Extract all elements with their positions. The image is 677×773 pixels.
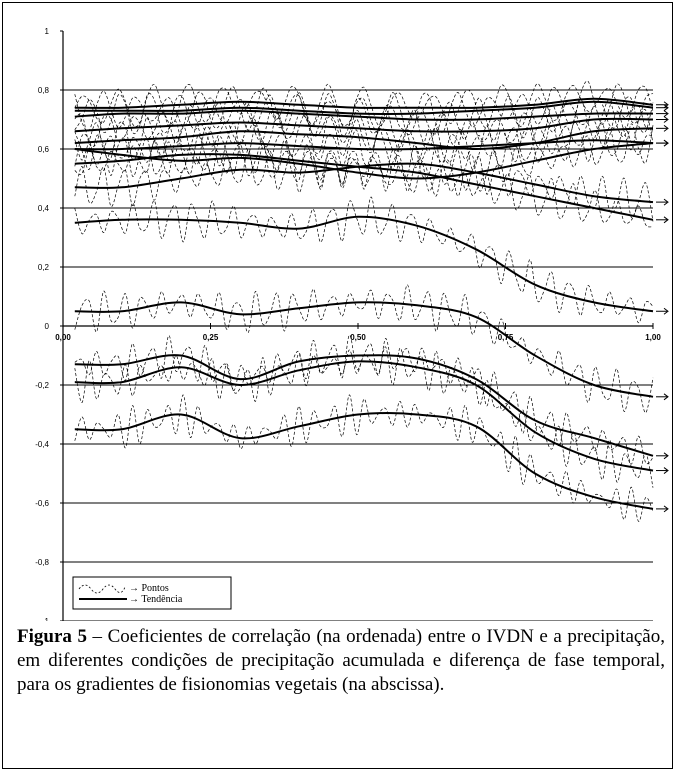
y-tick-label: -0,4 xyxy=(35,440,49,449)
figure-caption: Figura 5 – Coeficientes de correlação (n… xyxy=(17,625,665,697)
trend-series-line xyxy=(74,162,654,204)
series-end-arrowhead xyxy=(663,393,669,401)
trend-series-line xyxy=(74,100,654,115)
trend-series-line xyxy=(74,127,654,151)
series-end-arrowhead xyxy=(663,104,669,112)
trend-series-line xyxy=(74,109,654,121)
y-tick-label: 0,4 xyxy=(38,204,50,213)
trend-series-line xyxy=(74,142,654,180)
y-tick-label: 0,6 xyxy=(38,145,50,154)
trend-series-line xyxy=(74,360,654,472)
x-tick-label: 0,50 xyxy=(350,333,366,342)
points-series-line xyxy=(74,346,654,488)
legend-frame xyxy=(72,576,232,610)
points-series-line xyxy=(74,80,654,135)
y-tick-label: -0,2 xyxy=(35,381,49,390)
trend-series-line xyxy=(74,117,654,133)
caption-text: – Coeficientes de correlação (na ordenad… xyxy=(17,626,665,695)
trend-series-line xyxy=(74,412,654,510)
y-tick-label: 0,8 xyxy=(38,86,50,95)
series-end-arrowhead xyxy=(663,110,669,117)
series-end-arrowhead xyxy=(663,467,669,474)
points-series-line xyxy=(74,334,654,465)
y-tick-label: 0,2 xyxy=(38,263,50,272)
series-end-arrowhead xyxy=(663,505,669,513)
trend-series-line xyxy=(74,97,654,109)
x-tick-label: 1,00 xyxy=(645,333,661,342)
x-tick-label: 0,75 xyxy=(498,333,514,342)
legend-label-tendencia: → Tendência xyxy=(129,594,183,605)
series-end-arrowhead xyxy=(663,216,669,224)
series-end-arrowhead xyxy=(663,452,669,460)
legend-label-pontos: → Pontos xyxy=(129,583,169,594)
series-end-arrowhead xyxy=(663,139,669,147)
correlation-chart: 1 0,8 0,6 0,4 0,2 0 -0,2 -0,4 -0,6 -0,8 -1 0,00 0,2… xyxy=(35,27,669,621)
y-tick-label: -0,6 xyxy=(35,499,49,508)
series-end-arrowhead xyxy=(663,101,669,109)
series-end-arrowhead xyxy=(663,116,669,123)
points-series-line xyxy=(74,196,654,324)
trend-series-line xyxy=(74,354,654,457)
points-series-line xyxy=(74,83,654,129)
points-series-line xyxy=(74,284,654,414)
series-end-arrowhead xyxy=(663,198,669,206)
series-end-arrowhead xyxy=(663,124,669,132)
points-series-line xyxy=(74,394,654,522)
x-tick-label: 0,25 xyxy=(203,333,219,342)
legend: → Pontos→ Tendência xyxy=(72,576,232,610)
x-tick-label: 0,00 xyxy=(55,333,71,342)
trend-series-line xyxy=(74,301,654,398)
points-series-line xyxy=(74,135,654,228)
legend-dashed-swatch xyxy=(78,584,126,594)
y-tick-label: 1 xyxy=(45,27,50,36)
trend-series-line xyxy=(74,215,654,313)
y-tick-label: 0 xyxy=(45,322,50,331)
caption-label: Figura 5 xyxy=(17,626,87,647)
trend-series-line xyxy=(74,139,654,151)
y-tick-label: -0,8 xyxy=(35,558,49,567)
y-tick-label: -1 xyxy=(42,617,50,621)
series-end-arrowhead xyxy=(663,307,669,315)
